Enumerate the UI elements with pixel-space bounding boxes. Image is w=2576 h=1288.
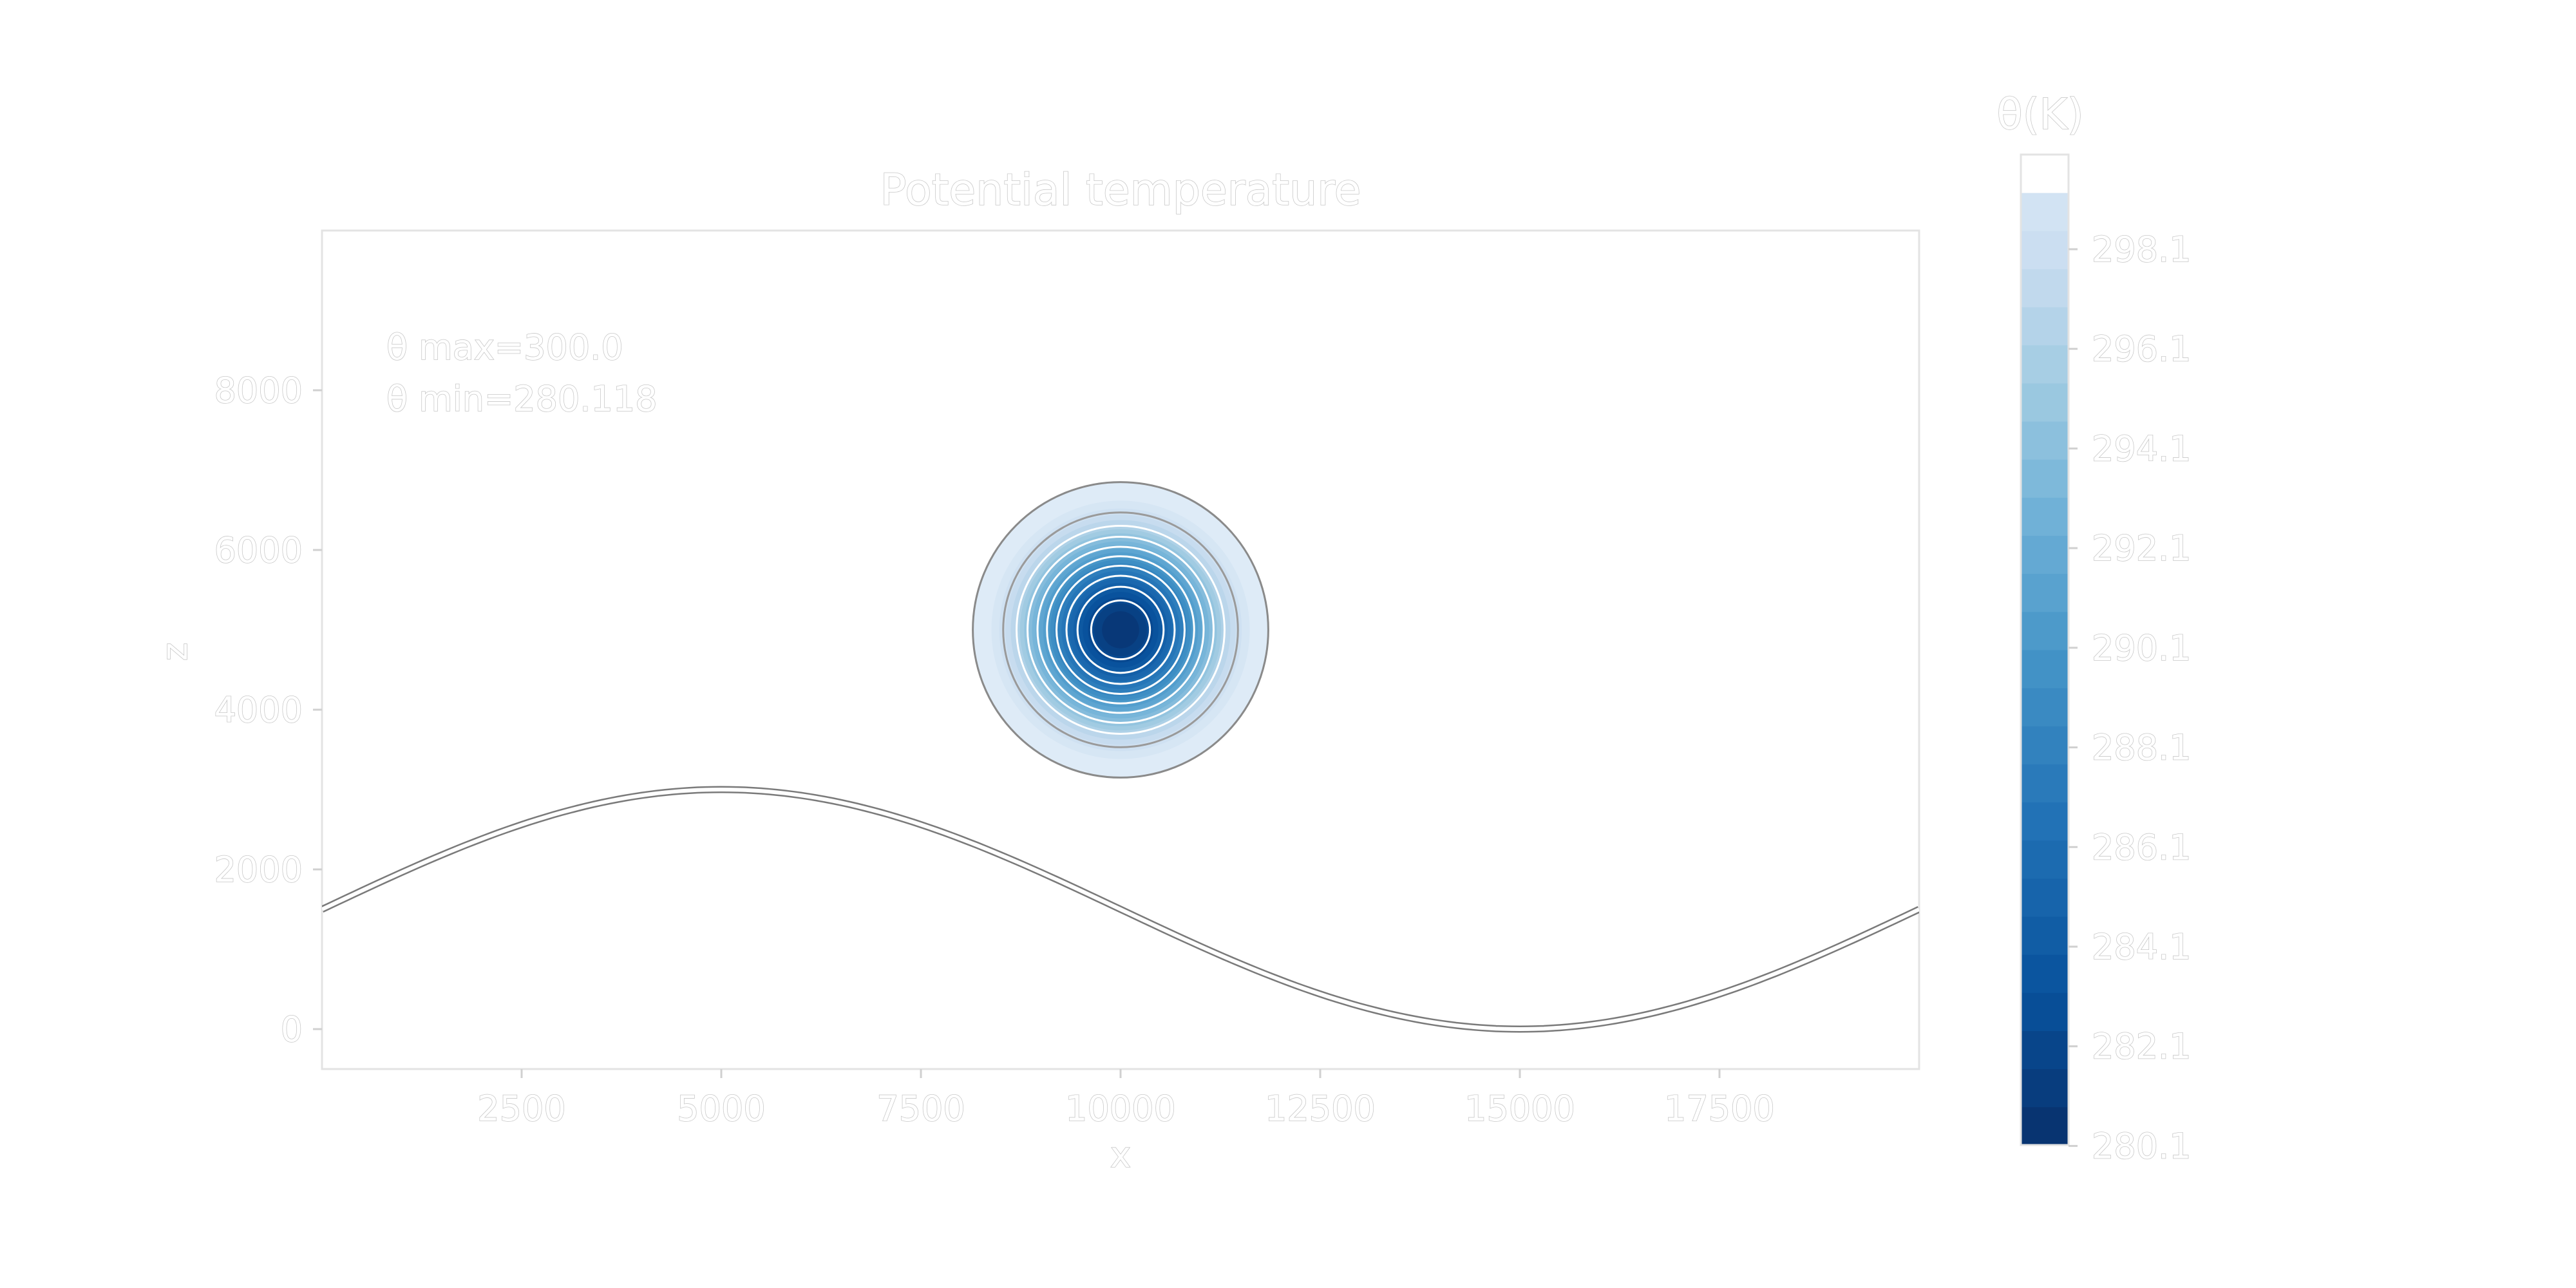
colorbar-ticks: 280.1 282.1 284.1 286.1 288.1 290.1 292.1 294.1… (2069, 229, 2192, 1167)
x-axis-label: x (1110, 1135, 1131, 1175)
colorbar-tick-label: 282.1 (2092, 1027, 2192, 1067)
x-tick-label: 17500 (1664, 1088, 1775, 1129)
colorbar-tick-label: 294.1 (2092, 428, 2192, 469)
colorbar-band (2021, 650, 2069, 688)
x-tick-label: 15000 (1464, 1088, 1575, 1129)
colorbar: θ(K) 280.1 282.1 284.1 286.1 288.1 290.1 292.1… (1996, 89, 2192, 1167)
y-tick-label: 0 (281, 1009, 303, 1050)
theta-max-annotation: θ max=300.0 (386, 327, 623, 368)
x-tick-label: 7500 (876, 1088, 965, 1129)
chart-title: Potential temperature (880, 165, 1361, 216)
y-tick-label: 2000 (214, 849, 303, 890)
plot-area (321, 229, 1920, 1070)
colorbar-band (2021, 764, 2069, 803)
colorbar-band (2021, 688, 2069, 726)
colorbar-tick-label: 288.1 (2092, 728, 2192, 768)
colorbar-band (2021, 307, 2069, 346)
colorbar-tick-label: 298.1 (2092, 229, 2192, 270)
contour-line (1002, 511, 1239, 748)
x-tick-label: 10000 (1065, 1088, 1176, 1129)
colorbar-band (2021, 878, 2069, 917)
colorbar-tick-label: 280.1 (2092, 1126, 2192, 1166)
contour-field (972, 481, 1269, 779)
contour-band (1102, 611, 1139, 649)
colorbar-band (2021, 497, 2069, 536)
colorbar-tick-label: 292.1 (2092, 528, 2192, 569)
colorbar-band (2021, 345, 2069, 384)
contour-line (1056, 565, 1186, 695)
x-tick-label: 2500 (477, 1088, 565, 1129)
colorbar-band (2021, 155, 2069, 193)
y-axis-label: z (155, 643, 195, 661)
y-tick-label: 8000 (214, 370, 303, 411)
colorbar-band (2021, 193, 2069, 231)
y-tick-label: 6000 (214, 530, 303, 571)
contour-line (1076, 585, 1165, 674)
colorbar-band (2021, 231, 2069, 269)
terrain-profile (322, 786, 1919, 1033)
colorbar-tick-label: 284.1 (2092, 927, 2192, 967)
theta-min-annotation: θ min=280.118 (386, 379, 658, 419)
x-tick-label: 5000 (677, 1088, 765, 1129)
colorbar-band (2021, 726, 2069, 764)
colorbar-label: θ(K) (1996, 90, 2083, 139)
contour-line (1027, 536, 1215, 724)
colorbar-band (2021, 269, 2069, 308)
colorbar-tick-label: 286.1 (2092, 827, 2192, 867)
colorbar-band (2021, 573, 2069, 612)
colorbar-tick-label: 290.1 (2092, 628, 2192, 668)
colorbar-band (2021, 421, 2069, 460)
contour-line (1036, 545, 1205, 714)
colorbar-band (2021, 1068, 2069, 1108)
colorbar-band (2021, 992, 2069, 1032)
colorbar-band (2021, 611, 2069, 650)
colorbar-band (2021, 840, 2069, 879)
contour-line (1065, 574, 1176, 685)
colorbar-band (2021, 1106, 2069, 1146)
colorbar-bands (2021, 155, 2069, 1146)
terrain-line-inner (322, 787, 1919, 1032)
y-axis: 0 2000 4000 6000 8000 (214, 370, 322, 1050)
colorbar-band (2021, 1030, 2069, 1070)
contour-outline (972, 481, 1269, 779)
colorbar-band (2021, 802, 2069, 841)
y-tick-label: 4000 (214, 690, 303, 730)
contour-line (1016, 525, 1226, 735)
contour-line (1046, 555, 1195, 705)
contour-line (1090, 599, 1151, 661)
colorbar-band (2021, 916, 2069, 955)
colorbar-band (2021, 954, 2069, 993)
colorbar-band (2021, 535, 2069, 574)
colorbar-tick-label: 296.1 (2092, 329, 2192, 370)
colorbar-band (2021, 383, 2069, 422)
colorbar-band (2021, 459, 2069, 498)
colorbar-frame (2020, 153, 2070, 1146)
x-tick-label: 12500 (1265, 1088, 1376, 1129)
x-axis: 2500 5000 7500 10000 12500 15000 17500 (477, 1069, 1776, 1130)
